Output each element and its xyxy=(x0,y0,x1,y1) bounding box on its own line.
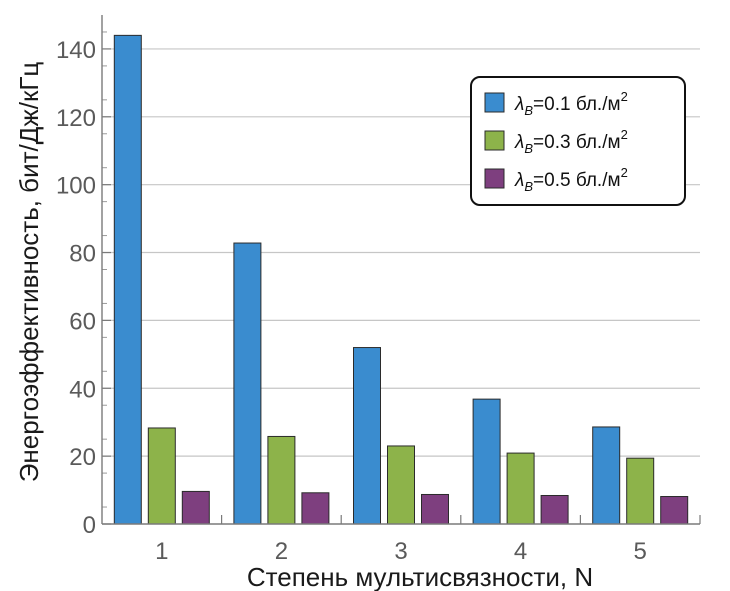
y-tick-label: 60 xyxy=(69,308,96,335)
x-tick-label: 2 xyxy=(275,538,288,565)
axes xyxy=(101,15,701,525)
y-tick-label: 140 xyxy=(56,37,96,64)
bar xyxy=(387,445,415,525)
legend-swatch xyxy=(484,130,505,151)
legend-entry: λB=0.1 бл./м2 xyxy=(514,89,628,118)
bar xyxy=(660,496,689,525)
y-tick-label: 100 xyxy=(56,173,96,200)
grid-lines xyxy=(102,48,700,457)
bar xyxy=(267,435,296,525)
y-tick-label: 0 xyxy=(83,512,96,539)
y-tick-label: 120 xyxy=(56,105,96,132)
bar xyxy=(147,427,176,525)
x-tick-label: 1 xyxy=(155,538,168,565)
y-axis-title: Энергоэффективность, бит/Дж/кГц xyxy=(14,62,44,483)
legend-box xyxy=(470,76,686,206)
bar xyxy=(181,490,210,525)
bar xyxy=(626,457,655,525)
bar xyxy=(506,452,535,525)
legend-swatch xyxy=(484,92,505,113)
x-tick-label: 5 xyxy=(634,538,647,565)
x-axis-title: Степень мультисвязности, N xyxy=(247,562,593,591)
x-tick-label: 3 xyxy=(394,538,407,565)
bar xyxy=(592,426,621,525)
legend-entry: λB=0.5 бл./м2 xyxy=(514,165,628,194)
bar xyxy=(472,398,501,525)
bar xyxy=(233,242,262,525)
bar xyxy=(353,347,381,525)
legend: λB=0.1 бл./м2 λB=0.3 бл./м2 λB=0.5 бл./м2 xyxy=(470,76,686,206)
x-tick-label: 4 xyxy=(514,538,527,565)
x-tick-labels: 1 2 3 4 5 xyxy=(155,538,647,565)
y-tick-label: 20 xyxy=(69,444,96,471)
bar xyxy=(113,34,142,525)
y-tick-label: 80 xyxy=(69,241,96,268)
bar xyxy=(301,492,330,525)
legend-entry: λB=0.3 бл./м2 xyxy=(514,127,628,156)
y-tick-label: 40 xyxy=(69,376,96,403)
y-tick-labels: 0 20 40 60 80 100 120 140 xyxy=(56,37,96,539)
legend-swatch xyxy=(484,168,505,189)
bar xyxy=(540,494,569,525)
bar xyxy=(421,493,449,525)
